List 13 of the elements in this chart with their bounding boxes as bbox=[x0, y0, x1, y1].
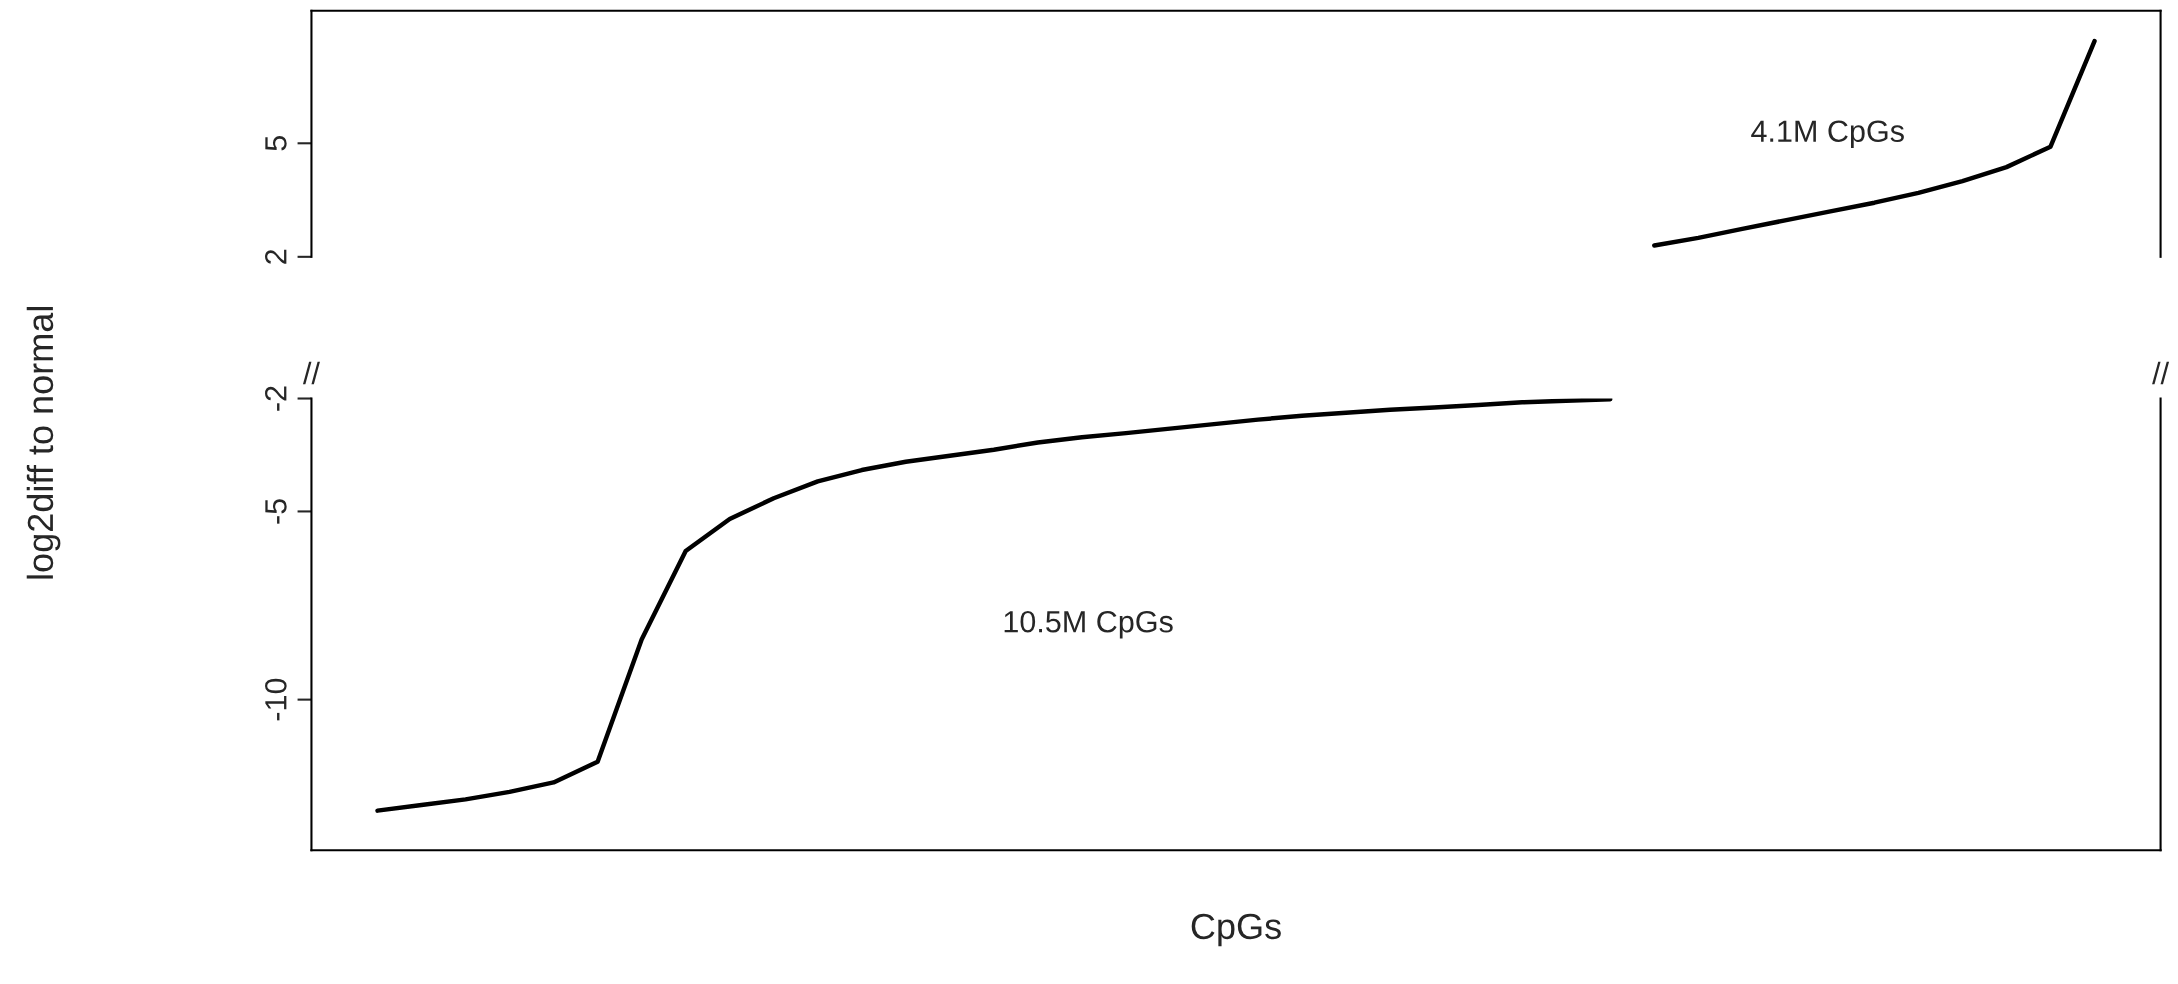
y-tick-label: -10 bbox=[265, 678, 287, 721]
y-tick-label: -5 bbox=[265, 499, 287, 524]
annotation: 10.5M CpGs bbox=[1004, 610, 1173, 639]
text: // bbox=[2152, 361, 2170, 385]
y-tick-label: 5 bbox=[265, 136, 287, 151]
y-axis-title: log2diff to normal bbox=[26, 307, 61, 579]
text: // bbox=[302, 361, 320, 385]
line-series bbox=[375, 398, 1613, 813]
annotation: 4.1M CpGs bbox=[1751, 120, 1904, 149]
x-axis-title: CpGs bbox=[1191, 913, 1281, 947]
y-tick-label: -2 bbox=[265, 386, 287, 411]
line-series bbox=[1652, 38, 2097, 248]
y-tick-label: 2 bbox=[265, 249, 287, 264]
